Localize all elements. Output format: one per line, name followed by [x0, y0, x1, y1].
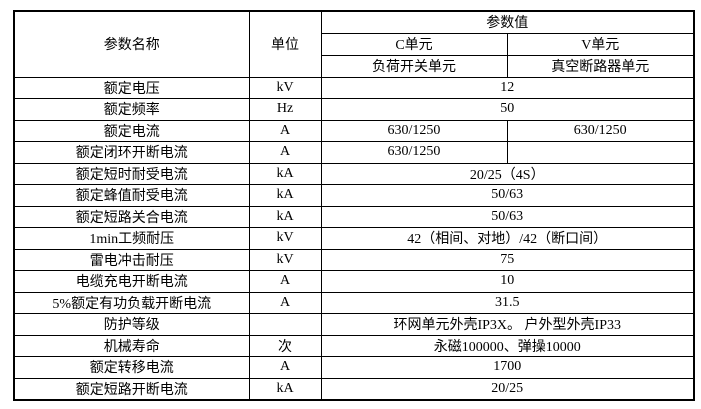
- header-row-1: 参数名称 单位 参数值: [13, 10, 695, 78]
- row-unit: A: [248, 119, 322, 142]
- row-unit: [248, 313, 322, 336]
- header-param-name: 参数名称: [13, 10, 250, 78]
- table-row: 额定电流 A 630/1250 630/1250: [13, 119, 695, 142]
- row-unit: kV: [248, 227, 322, 250]
- row-value-v: [506, 141, 695, 164]
- row-unit: kA: [248, 377, 322, 400]
- row-unit: kA: [248, 162, 322, 185]
- table-row: 额定转移电流 A 1700: [13, 356, 695, 379]
- row-value: 12: [320, 76, 695, 99]
- row-value: 20/25（4S）: [320, 162, 695, 185]
- row-label: 1min工频耐压: [13, 227, 250, 250]
- row-unit: 次: [248, 334, 322, 357]
- table-row: 机械寿命 次 永磁100000、弹操10000: [13, 334, 695, 357]
- table-row: 1min工频耐压 kV 42（相间、对地）/42（断口间）: [13, 227, 695, 250]
- row-label: 额定频率: [13, 98, 250, 121]
- row-unit: kA: [248, 184, 322, 207]
- table-row: 额定电压 kV 12: [13, 76, 695, 99]
- header-c-unit-sub: 负荷开关单元: [320, 54, 508, 78]
- header-c-unit: C单元: [320, 32, 508, 56]
- row-value-c: 630/1250: [320, 119, 508, 142]
- row-unit: A: [248, 141, 322, 164]
- row-label: 额定电压: [13, 76, 250, 99]
- row-label: 额定蜂值耐受电流: [13, 184, 250, 207]
- row-label: 额定电流: [13, 119, 250, 142]
- row-value: 31.5: [320, 291, 695, 314]
- table-row: 电缆充电开断电流 A 10: [13, 270, 695, 293]
- row-value-c: 630/1250: [320, 141, 508, 164]
- header-param-value: 参数值: [320, 10, 695, 34]
- row-label: 机械寿命: [13, 334, 250, 357]
- row-value: 环网单元外壳IP3X。 户外型外壳IP33: [320, 313, 695, 336]
- table-row: 额定短路关合电流 kA 50/63: [13, 205, 695, 228]
- row-label: 防护等级: [13, 313, 250, 336]
- row-label: 额定转移电流: [13, 356, 250, 379]
- row-value: 50/63: [320, 205, 695, 228]
- row-label: 额定短路关合电流: [13, 205, 250, 228]
- row-label: 雷电冲击耐压: [13, 248, 250, 271]
- header-row-3: 负荷开关单元 真空断路器单元: [14, 54, 695, 78]
- table-row: 雷电冲击耐压 kV 75: [13, 248, 695, 271]
- row-value: 42（相间、对地）/42（断口间）: [320, 227, 695, 250]
- row-unit: Hz: [248, 98, 322, 121]
- row-value: 1700: [320, 356, 695, 379]
- table-row: 额定闭环开断电流 A 630/1250: [13, 141, 695, 164]
- row-unit: kV: [248, 248, 322, 271]
- row-unit: A: [248, 356, 322, 379]
- table-row: 额定短时耐受电流 kA 20/25（4S）: [13, 162, 695, 185]
- row-value-v: 630/1250: [506, 119, 695, 142]
- row-value: 50: [320, 98, 695, 121]
- header-v-unit-sub: 真空断路器单元: [506, 54, 695, 78]
- table-header: 参数名称 单位 参数值 C单元 V单元 负荷开关单元 真空断路器单元: [13, 10, 695, 78]
- header-v-unit: V单元: [506, 32, 695, 56]
- row-label: 电缆充电开断电流: [13, 270, 250, 293]
- table-row: 额定蜂值耐受电流 kA 50/63: [13, 184, 695, 207]
- header-unit: 单位: [248, 10, 322, 78]
- row-unit: A: [248, 291, 322, 314]
- row-value: 75: [320, 248, 695, 271]
- row-unit: A: [248, 270, 322, 293]
- table-row: 额定短路开断电流 kA 20/25: [13, 377, 695, 400]
- table-row: 5%额定有功负载开断电流 A 31.5: [13, 291, 695, 314]
- spec-table: 参数名称 单位 参数值 C单元 V单元 负荷开关单元 真空断路器单元 额定电压 …: [13, 10, 695, 401]
- row-value: 20/25: [320, 377, 695, 400]
- row-value: 10: [320, 270, 695, 293]
- table-body: 额定电压 kV 12 额定频率 Hz 50 额定电流 A 630/1250 63…: [13, 76, 695, 400]
- row-value: 永磁100000、弹操10000: [320, 334, 695, 357]
- row-value: 50/63: [320, 184, 695, 207]
- row-label: 额定短时耐受电流: [13, 162, 250, 185]
- row-label: 额定闭环开断电流: [13, 141, 250, 164]
- row-unit: kA: [248, 205, 322, 228]
- table-row: 额定频率 Hz 50: [13, 98, 695, 121]
- row-label: 5%额定有功负载开断电流: [13, 291, 250, 314]
- table-row: 防护等级 环网单元外壳IP3X。 户外型外壳IP33: [13, 313, 695, 336]
- row-label: 额定短路开断电流: [13, 377, 250, 400]
- row-unit: kV: [248, 76, 322, 99]
